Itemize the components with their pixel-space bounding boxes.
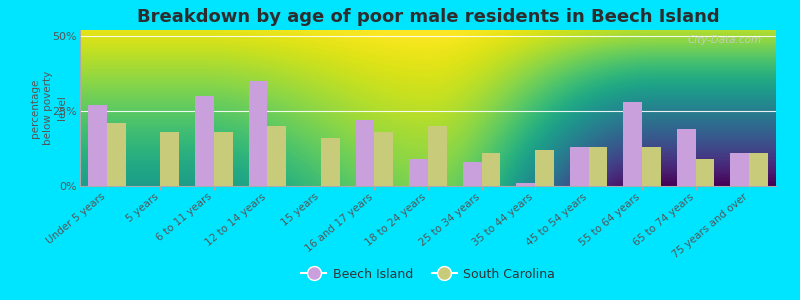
Bar: [482, 153, 500, 186]
Text: City-Data.com: City-Data.com: [688, 35, 762, 45]
Bar: [88, 105, 106, 186]
Bar: [730, 153, 750, 186]
Bar: [374, 132, 394, 186]
Bar: [356, 120, 374, 186]
Bar: [462, 162, 482, 186]
Bar: [642, 147, 661, 186]
Bar: [160, 132, 179, 186]
Bar: [589, 147, 607, 186]
Bar: [428, 126, 446, 186]
Bar: [535, 150, 554, 186]
Bar: [623, 102, 642, 186]
Legend: Beech Island, South Carolina: Beech Island, South Carolina: [296, 263, 560, 286]
Y-axis label: percentage
below poverty
level: percentage below poverty level: [30, 71, 66, 145]
Bar: [677, 129, 696, 186]
Bar: [249, 81, 267, 186]
Bar: [410, 159, 428, 186]
Bar: [750, 153, 768, 186]
Title: Breakdown by age of poor male residents in Beech Island: Breakdown by age of poor male residents …: [137, 8, 719, 26]
Bar: [321, 138, 340, 186]
Bar: [696, 159, 714, 186]
Bar: [267, 126, 286, 186]
Bar: [570, 147, 589, 186]
Bar: [195, 96, 214, 186]
Bar: [214, 132, 233, 186]
Bar: [516, 183, 535, 186]
Bar: [106, 123, 126, 186]
